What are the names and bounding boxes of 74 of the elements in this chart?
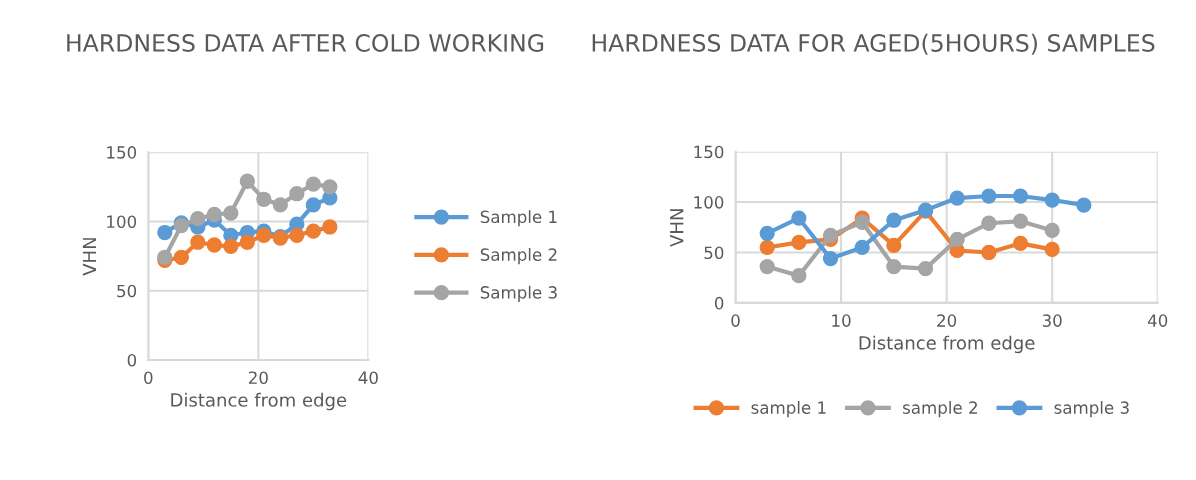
point <box>791 234 807 251</box>
legend-label: Sample 1 <box>480 210 557 227</box>
x-tick-label: 10 <box>832 314 851 327</box>
point <box>981 188 997 204</box>
point <box>759 258 775 275</box>
point <box>305 223 321 239</box>
point <box>1012 188 1029 204</box>
y-tick-label: 100 <box>107 215 137 229</box>
y-tick-label: 150 <box>694 145 724 159</box>
y-tick-label: 50 <box>117 284 137 298</box>
point <box>322 179 338 195</box>
y-tick-label: 0 <box>127 353 137 367</box>
legend-label: sample 1 <box>751 401 826 418</box>
x-tick-label: 0 <box>144 371 153 385</box>
point <box>305 197 321 213</box>
point <box>1076 197 1092 213</box>
legend-label: sample 2 <box>903 401 977 418</box>
point <box>1044 192 1060 208</box>
point <box>917 260 934 277</box>
point <box>190 234 206 250</box>
point <box>1044 222 1060 238</box>
legend-label: Sample 2 <box>480 248 557 265</box>
legend-label: Sample 3 <box>480 285 557 302</box>
point <box>289 227 305 243</box>
point <box>239 173 255 189</box>
point <box>256 227 272 243</box>
point <box>791 210 807 226</box>
point <box>1012 235 1029 252</box>
point <box>886 212 902 228</box>
point <box>272 197 288 213</box>
point <box>206 206 222 223</box>
point <box>886 258 902 275</box>
chart-title: HARDNESS DATA AFTER COLD WORKING <box>67 34 544 52</box>
point <box>289 186 305 202</box>
y-tick-label: 100 <box>694 196 724 209</box>
point <box>886 237 902 254</box>
point <box>949 190 965 206</box>
y-axis-title: VHN <box>82 238 97 276</box>
y-tick-label: 150 <box>107 146 137 159</box>
point <box>223 238 239 255</box>
point <box>759 225 775 241</box>
x-tick-label: 40 <box>358 371 378 385</box>
point <box>822 227 839 243</box>
y-tick-label: 50 <box>704 246 724 260</box>
chart-title: HARDNESS DATA FOR AGED(5HOURS) SAMPLES <box>592 33 1155 55</box>
point <box>305 176 321 192</box>
point <box>854 214 870 230</box>
point <box>759 239 775 256</box>
x-axis-title: Distance from edge <box>171 392 347 411</box>
point <box>239 234 255 250</box>
point <box>173 249 189 266</box>
point <box>981 244 997 261</box>
y-axis-title: VHN <box>670 209 684 247</box>
point <box>322 219 338 235</box>
point <box>256 191 272 207</box>
legend-label: sample 3 <box>1054 401 1129 418</box>
x-tick-label: 0 <box>731 314 740 327</box>
y-tick-label: 0 <box>714 296 724 310</box>
point <box>223 205 239 221</box>
point <box>1012 213 1029 229</box>
point <box>190 211 206 227</box>
point <box>854 239 870 256</box>
x-axis-title: Distance from edge <box>859 335 1035 354</box>
point <box>949 231 965 248</box>
x-tick-label: 30 <box>1042 314 1062 327</box>
x-tick-label: 20 <box>937 314 957 327</box>
point <box>822 250 839 267</box>
x-tick-label: 20 <box>248 371 268 385</box>
point <box>791 268 807 284</box>
point <box>1044 241 1060 258</box>
point <box>206 237 222 253</box>
point <box>157 224 173 241</box>
point <box>981 215 997 231</box>
x-tick-label: 40 <box>1147 314 1168 327</box>
